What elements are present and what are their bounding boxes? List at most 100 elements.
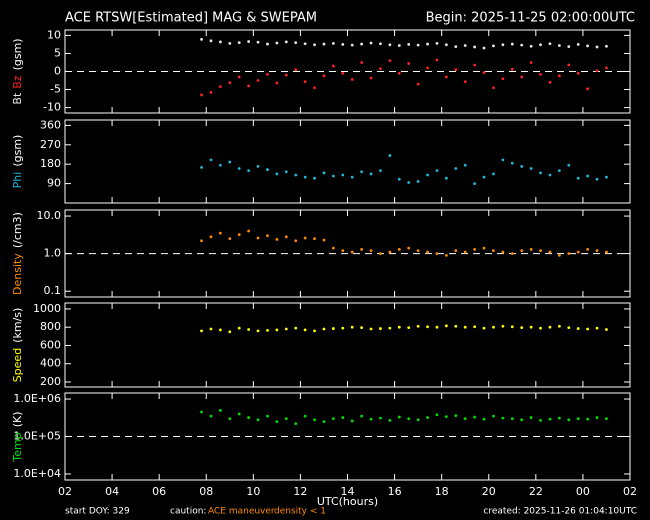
data-point — [416, 180, 420, 183]
data-point — [444, 75, 448, 79]
data-point — [539, 43, 542, 47]
data-point — [548, 325, 552, 329]
data-point — [209, 235, 213, 239]
data-point — [379, 416, 382, 420]
data-point — [492, 172, 495, 176]
data-point — [529, 325, 533, 329]
data-point — [266, 414, 269, 418]
data-point — [200, 93, 203, 97]
data-point — [209, 158, 213, 162]
data-point — [209, 414, 213, 418]
data-point — [275, 328, 279, 332]
data-point — [520, 43, 524, 47]
data-point — [520, 418, 524, 422]
data-point — [557, 324, 561, 328]
data-point — [331, 64, 335, 68]
data-point — [510, 161, 514, 165]
data-point — [482, 246, 486, 250]
y-tick-label: 10 — [47, 28, 61, 41]
y-tick-label: 1.0E+04 — [13, 467, 61, 480]
data-point — [284, 235, 288, 239]
begin-time: Begin: 2025-11-25 02:00:00UTC — [426, 11, 635, 26]
y-unit: (K) — [11, 411, 24, 427]
data-point — [303, 80, 307, 84]
data-point — [473, 182, 477, 185]
data-point — [397, 44, 401, 47]
data-point — [426, 42, 429, 46]
data-point — [275, 41, 279, 45]
y-tick-label: 400 — [40, 357, 61, 370]
data-point — [463, 44, 467, 47]
y-tick-label: 10.0 — [37, 209, 62, 222]
data-point — [388, 43, 392, 47]
data-point — [529, 416, 533, 419]
data-point — [397, 177, 401, 181]
x-tick-label: 06 — [152, 485, 166, 498]
data-point — [576, 250, 580, 254]
data-point — [200, 37, 203, 41]
data-point — [548, 250, 552, 254]
data-point — [209, 39, 213, 43]
data-point — [463, 250, 467, 254]
data-point — [369, 76, 373, 80]
start-doy: start DOY: 329 — [65, 507, 130, 517]
data-point — [473, 247, 477, 251]
data-point — [397, 247, 401, 251]
data-point — [407, 181, 411, 184]
y-unit: (/cm3) — [11, 212, 24, 248]
data-point — [435, 58, 439, 62]
data-point — [567, 45, 571, 48]
data-point — [520, 75, 524, 79]
data-point — [416, 418, 420, 422]
data-point — [444, 324, 448, 328]
data-point — [331, 246, 335, 250]
data-point — [576, 417, 580, 421]
legend-entry: Density — [11, 253, 24, 295]
data-point — [266, 42, 269, 46]
data-point — [539, 418, 542, 422]
data-point — [247, 416, 251, 419]
data-point — [501, 43, 505, 47]
data-point — [209, 91, 213, 94]
data-point — [510, 252, 514, 256]
data-point — [350, 43, 354, 47]
data-point — [510, 42, 514, 46]
data-point — [256, 418, 260, 422]
data-point — [482, 46, 486, 50]
data-point — [586, 417, 590, 421]
data-point — [444, 43, 448, 47]
data-point — [510, 417, 514, 421]
data-point — [529, 247, 533, 251]
data-point — [341, 173, 345, 177]
data-point — [294, 422, 298, 426]
panel-frame — [64, 302, 631, 388]
legend-entry: Speed — [11, 348, 24, 382]
data-point — [350, 325, 354, 329]
chart-title: ACE RTSW[Estimated] MAG & SWEPAM — [65, 11, 317, 26]
data-point — [397, 71, 401, 75]
y-label: Phi (gsm) — [11, 135, 24, 189]
data-point — [256, 236, 260, 240]
data-point — [294, 239, 298, 243]
data-point — [237, 41, 241, 45]
legend-entry: Phi — [11, 172, 24, 189]
data-point — [586, 174, 590, 178]
data-point — [247, 84, 251, 88]
data-point — [294, 326, 298, 330]
data-point — [256, 79, 260, 82]
data-point — [247, 328, 251, 331]
data-point — [284, 327, 288, 331]
data-point — [416, 249, 420, 253]
data-point — [322, 238, 326, 242]
data-point — [529, 44, 533, 48]
x-tick-label: 10 — [246, 485, 260, 498]
data-point — [501, 416, 505, 420]
data-point — [256, 329, 260, 333]
data-point — [576, 71, 580, 75]
data-point — [426, 250, 429, 254]
data-point — [463, 325, 467, 329]
data-point — [454, 324, 458, 328]
data-point — [605, 328, 608, 331]
maneuver-note: ACE maneuver — [208, 507, 275, 517]
